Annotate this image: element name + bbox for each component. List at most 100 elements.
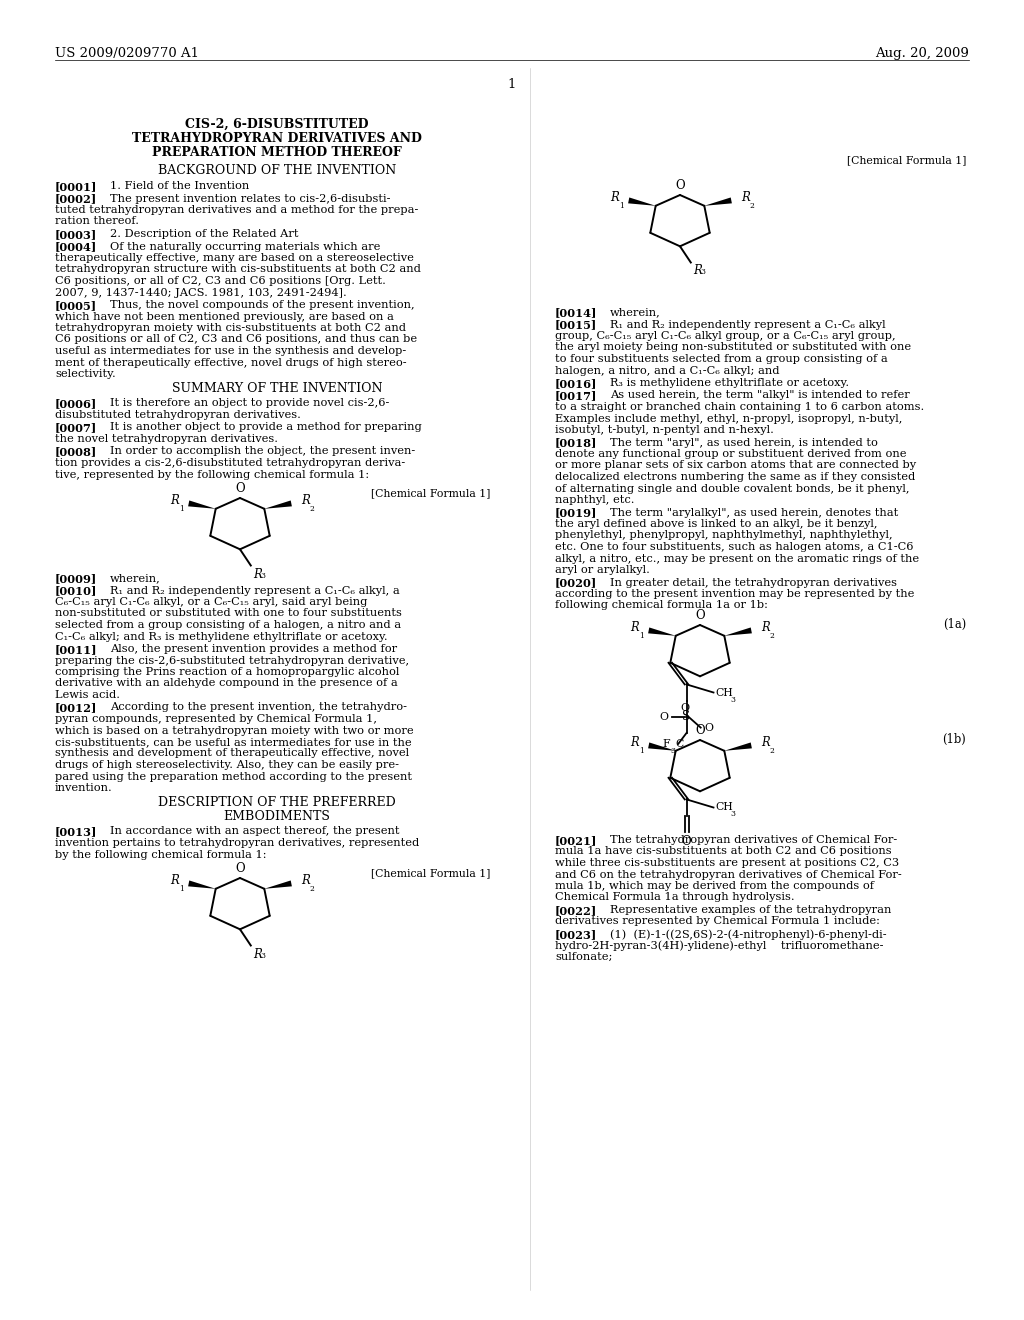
Text: tetrahydropyran moiety with cis-substituents at both C2 and: tetrahydropyran moiety with cis-substitu…: [55, 323, 406, 333]
Polygon shape: [188, 880, 216, 888]
Text: O: O: [236, 482, 245, 495]
Text: R: R: [741, 191, 751, 205]
Text: 2: 2: [769, 632, 774, 640]
Text: R: R: [762, 737, 770, 750]
Text: ration thereof.: ration thereof.: [55, 216, 139, 227]
Text: mula 1a have cis-substituents at both C2 and C6 positions: mula 1a have cis-substituents at both C2…: [555, 846, 892, 857]
Polygon shape: [724, 627, 752, 636]
Text: 3: 3: [671, 747, 675, 755]
Text: BACKGROUND OF THE INVENTION: BACKGROUND OF THE INVENTION: [158, 164, 396, 177]
Text: 2: 2: [309, 884, 314, 892]
Text: Thus, the novel compounds of the present invention,: Thus, the novel compounds of the present…: [110, 300, 415, 310]
Text: US 2009/0209770 A1: US 2009/0209770 A1: [55, 48, 199, 59]
Text: etc. One to four substituents, such as halogen atoms, a C1-C6: etc. One to four substituents, such as h…: [555, 543, 913, 552]
Text: [0021]: [0021]: [555, 836, 597, 846]
Text: while three cis-substituents are present at positions C2, C3: while three cis-substituents are present…: [555, 858, 899, 869]
Text: 3: 3: [261, 952, 266, 960]
Text: [0020]: [0020]: [555, 578, 597, 589]
Text: (1)  (E)-1-((2S,6S)-2-(4-nitrophenyl)-6-phenyl-di-: (1) (E)-1-((2S,6S)-2-(4-nitrophenyl)-6-p…: [610, 929, 887, 940]
Text: phenylethyl, phenylpropyl, naphthylmethyl, naphthylethyl,: phenylethyl, phenylpropyl, naphthylmethy…: [555, 531, 893, 540]
Text: 3: 3: [730, 696, 735, 704]
Text: according to the present invention may be represented by the: according to the present invention may b…: [555, 589, 914, 599]
Text: R₁ and R₂ independently represent a C₁-C₆ alkyl: R₁ and R₂ independently represent a C₁-C…: [610, 319, 886, 330]
Text: naphthyl, etc.: naphthyl, etc.: [555, 495, 635, 506]
Text: pyran compounds, represented by Chemical Formula 1,: pyran compounds, represented by Chemical…: [55, 714, 377, 723]
Text: Lewis acid.: Lewis acid.: [55, 690, 120, 700]
Text: O: O: [659, 711, 669, 722]
Text: aryl or arylalkyl.: aryl or arylalkyl.: [555, 565, 650, 576]
Text: tuted tetrahydropyran derivatives and a method for the prepa-: tuted tetrahydropyran derivatives and a …: [55, 205, 419, 215]
Text: mula 1b, which may be derived from the compounds of: mula 1b, which may be derived from the c…: [555, 880, 874, 891]
Text: As used herein, the term "alkyl" is intended to refer: As used herein, the term "alkyl" is inte…: [610, 391, 909, 400]
Text: which is based on a tetrahydropyran moiety with two or more: which is based on a tetrahydropyran moie…: [55, 726, 414, 735]
Text: [0016]: [0016]: [555, 378, 597, 389]
Text: [Chemical Formula 1]: [Chemical Formula 1]: [371, 488, 490, 498]
Text: Representative examples of the tetrahydropyran: Representative examples of the tetrahydr…: [610, 906, 891, 915]
Text: O: O: [236, 862, 245, 875]
Text: C₁-C₆ alkyl; and R₃ is methylidene ethyltriflate or acetoxy.: C₁-C₆ alkyl; and R₃ is methylidene ethyl…: [55, 631, 388, 642]
Text: derivative with an aldehyde compound in the presence of a: derivative with an aldehyde compound in …: [55, 678, 397, 689]
Text: [0015]: [0015]: [555, 319, 597, 330]
Text: [0017]: [0017]: [555, 391, 597, 401]
Text: Chemical Formula 1a through hydrolysis.: Chemical Formula 1a through hydrolysis.: [555, 892, 795, 903]
Text: R: R: [253, 948, 262, 961]
Text: R: R: [253, 568, 262, 581]
Text: 3: 3: [261, 572, 266, 579]
Text: O: O: [705, 722, 714, 733]
Text: [0019]: [0019]: [555, 507, 597, 519]
Text: [0018]: [0018]: [555, 437, 597, 449]
Text: the aryl defined above is linked to an alkyl, be it benzyl,: the aryl defined above is linked to an a…: [555, 519, 878, 529]
Text: R: R: [301, 874, 310, 887]
Text: [0002]: [0002]: [55, 194, 97, 205]
Text: invention.: invention.: [55, 783, 113, 793]
Text: C₆-C₁₅ aryl C₁-C₆ alkyl, or a C₆-C₁₅ aryl, said aryl being: C₆-C₁₅ aryl C₁-C₆ alkyl, or a C₆-C₁₅ ary…: [55, 597, 368, 607]
Text: Aug. 20, 2009: Aug. 20, 2009: [876, 48, 969, 59]
Text: cis-substituents, can be useful as intermediates for use in the: cis-substituents, can be useful as inter…: [55, 737, 412, 747]
Text: [0005]: [0005]: [55, 300, 97, 312]
Text: alkyl, a nitro, etc., may be present on the aromatic rings of the: alkyl, a nitro, etc., may be present on …: [555, 553, 920, 564]
Text: O: O: [680, 702, 689, 713]
Text: DESCRIPTION OF THE PREFERRED: DESCRIPTION OF THE PREFERRED: [158, 796, 396, 809]
Text: tion provides a cis-2,6-disubstituted tetrahydropyran deriva-: tion provides a cis-2,6-disubstituted te…: [55, 458, 406, 469]
Polygon shape: [264, 500, 292, 508]
Text: [0014]: [0014]: [555, 308, 597, 318]
Text: The present invention relates to cis-2,6-disubsti-: The present invention relates to cis-2,6…: [110, 194, 390, 203]
Text: In greater detail, the tetrahydropyran derivatives: In greater detail, the tetrahydropyran d…: [610, 578, 897, 587]
Text: comprising the Prins reaction of a homopropargylic alcohol: comprising the Prins reaction of a homop…: [55, 667, 399, 677]
Text: Examples include methyl, ethyl, n-propyl, isopropyl, n-butyl,: Examples include methyl, ethyl, n-propyl…: [555, 413, 902, 424]
Text: [0004]: [0004]: [55, 242, 97, 252]
Text: [0023]: [0023]: [555, 929, 597, 940]
Text: 2007, 9, 1437-1440; JACS. 1981, 103, 2491-2494].: 2007, 9, 1437-1440; JACS. 1981, 103, 249…: [55, 288, 347, 297]
Text: to a straight or branched chain containing 1 to 6 carbon atoms.: to a straight or branched chain containi…: [555, 403, 925, 412]
Text: R: R: [170, 494, 178, 507]
Text: CIS-2, 6-DISUBSTITUTED: CIS-2, 6-DISUBSTITUTED: [185, 117, 369, 131]
Text: selected from a group consisting of a halogen, a nitro and a: selected from a group consisting of a ha…: [55, 620, 401, 630]
Text: tive, represented by the following chemical formula 1:: tive, represented by the following chemi…: [55, 470, 369, 479]
Text: [0013]: [0013]: [55, 826, 97, 837]
Text: 1: 1: [179, 504, 184, 512]
Text: pared using the preparation method according to the present: pared using the preparation method accor…: [55, 771, 412, 781]
Text: [0010]: [0010]: [55, 586, 97, 597]
Text: [0001]: [0001]: [55, 181, 97, 191]
Text: [Chemical Formula 1]: [Chemical Formula 1]: [371, 869, 490, 878]
Text: hydro-2H-pyran-3(4H)-ylidene)-ethyl    trifluoromethane-: hydro-2H-pyran-3(4H)-ylidene)-ethyl trif…: [555, 940, 884, 952]
Text: which have not been mentioned previously, are based on a: which have not been mentioned previously…: [55, 312, 394, 322]
Text: 1: 1: [640, 632, 644, 640]
Text: synthesis and development of therapeutically effective, novel: synthesis and development of therapeutic…: [55, 748, 410, 759]
Text: delocalized electrons numbering the same as if they consisted: delocalized electrons numbering the same…: [555, 473, 915, 482]
Text: isobutyl, t-butyl, n-pentyl and n-hexyl.: isobutyl, t-butyl, n-pentyl and n-hexyl.: [555, 425, 774, 436]
Polygon shape: [188, 500, 216, 508]
Text: R: R: [693, 264, 701, 277]
Polygon shape: [648, 742, 676, 751]
Text: the novel tetrahydropyran derivatives.: the novel tetrahydropyran derivatives.: [55, 434, 278, 444]
Text: therapeutically effective, many are based on a stereoselective: therapeutically effective, many are base…: [55, 253, 414, 263]
Text: denote any functional group or substituent derived from one: denote any functional group or substitue…: [555, 449, 906, 459]
Text: [0009]: [0009]: [55, 573, 97, 583]
Text: R: R: [609, 191, 618, 205]
Text: by the following chemical formula 1:: by the following chemical formula 1:: [55, 850, 266, 859]
Text: [0022]: [0022]: [555, 906, 597, 916]
Text: non-substituted or substituted with one to four substituents: non-substituted or substituted with one …: [55, 609, 401, 619]
Text: invention pertains to tetrahydropyran derivatives, represented: invention pertains to tetrahydropyran de…: [55, 838, 419, 847]
Text: 2: 2: [750, 202, 755, 210]
Text: R: R: [301, 494, 310, 507]
